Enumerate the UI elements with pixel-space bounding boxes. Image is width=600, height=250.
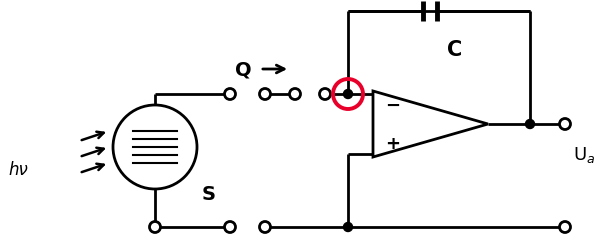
Circle shape	[113, 106, 197, 189]
Text: S: S	[202, 184, 216, 203]
Text: −: −	[385, 96, 401, 114]
Circle shape	[260, 89, 271, 100]
Circle shape	[344, 222, 353, 232]
Circle shape	[344, 90, 353, 99]
Circle shape	[224, 89, 236, 100]
Text: hν: hν	[8, 160, 28, 178]
Circle shape	[149, 222, 161, 232]
Text: Q: Q	[235, 60, 251, 79]
Circle shape	[560, 222, 571, 232]
Circle shape	[560, 119, 571, 130]
Circle shape	[290, 89, 301, 100]
Text: U$_a$: U$_a$	[573, 144, 595, 164]
Text: C: C	[448, 40, 463, 60]
Circle shape	[320, 89, 331, 100]
Circle shape	[260, 222, 271, 232]
Text: +: +	[386, 134, 401, 152]
Circle shape	[526, 120, 535, 129]
Circle shape	[224, 222, 236, 232]
